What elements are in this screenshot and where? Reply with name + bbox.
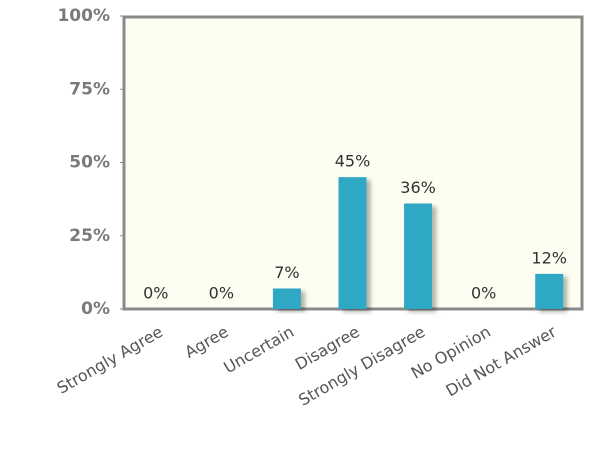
value-label: 0% <box>471 284 496 303</box>
bar <box>535 273 564 309</box>
x-tick-label: Strongly Agree <box>54 322 166 398</box>
value-label: 12% <box>531 248 567 267</box>
x-tick-label: Did Not Answer <box>443 322 560 401</box>
bar <box>404 203 433 309</box>
y-tick-label: 0% <box>81 299 110 319</box>
value-label: 36% <box>400 178 436 197</box>
value-label: 0% <box>209 284 234 303</box>
value-label: 0% <box>143 284 168 303</box>
y-tick-label: 50% <box>69 153 110 173</box>
x-tick-label: Uncertain <box>220 322 297 377</box>
bar <box>338 177 367 309</box>
bar <box>272 288 301 309</box>
x-tick-label: Agree <box>181 322 231 362</box>
value-label: 45% <box>335 152 371 171</box>
value-label: 7% <box>274 263 299 282</box>
y-tick-label: 75% <box>69 79 110 99</box>
y-tick-label: 25% <box>69 226 110 246</box>
y-tick-label: 100% <box>57 6 110 26</box>
